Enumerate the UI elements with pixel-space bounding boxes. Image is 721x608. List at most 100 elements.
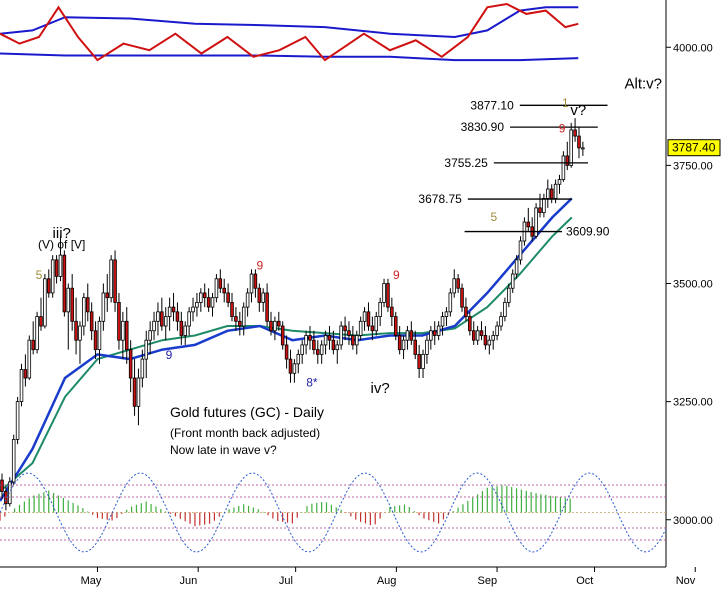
candle-body <box>171 306 176 313</box>
candle-body <box>475 330 480 341</box>
candle-body <box>390 306 394 317</box>
candle-body <box>121 320 125 341</box>
candle-body <box>273 320 277 332</box>
candle-body <box>218 278 223 289</box>
x-tick-label: May <box>81 575 102 587</box>
candle-body <box>401 339 406 351</box>
moving-average-green <box>0 216 573 493</box>
candle-body <box>66 287 71 313</box>
candle-body <box>238 320 242 327</box>
candle-body <box>561 155 566 180</box>
oscillator-line <box>0 2 579 62</box>
candle-body <box>358 320 363 336</box>
candle-body <box>183 325 187 336</box>
candle-body <box>393 316 398 336</box>
y-tick-label: 3750.00 <box>673 160 713 172</box>
candle-body <box>483 335 488 346</box>
price-level-label: 3830.90 <box>461 120 505 134</box>
candle-body <box>386 283 390 308</box>
candle-body <box>35 316 39 351</box>
momentum-panel <box>0 472 667 553</box>
candle-body <box>421 353 425 369</box>
count-label: 9 <box>559 121 566 135</box>
price-level-label: 3755.25 <box>444 156 488 170</box>
candle-body <box>97 320 102 351</box>
candle-body <box>460 287 464 308</box>
price-levels: 3877.10 3830.90 3755.25 3678.75 3609.90 <box>418 98 609 238</box>
candle-body <box>581 147 585 150</box>
candle-body <box>296 353 301 365</box>
candle-body <box>23 369 28 379</box>
candle-body <box>491 335 495 341</box>
candle-body <box>487 339 492 346</box>
candle-body <box>316 349 320 355</box>
candle-body <box>15 401 20 440</box>
candle-body <box>101 292 106 322</box>
price-level-label: 3609.90 <box>566 225 610 239</box>
candle-body <box>54 259 59 277</box>
candle-body <box>464 306 468 317</box>
x-tick-label: Aug <box>377 575 397 587</box>
candle-body <box>432 330 437 336</box>
chart-subtitle-2: Now late in wave v? <box>170 443 277 457</box>
candle-body <box>304 335 308 346</box>
candle-body <box>89 311 94 332</box>
candle-body <box>179 320 184 336</box>
candle-body <box>74 320 78 341</box>
candle-body <box>429 330 433 341</box>
candle-body <box>257 287 262 303</box>
candle-body <box>93 330 98 351</box>
candle-body <box>518 240 523 261</box>
candle-body <box>503 301 507 317</box>
candle-body <box>195 301 199 308</box>
candle-body <box>573 129 577 137</box>
candle-body <box>230 301 234 317</box>
candle-body <box>265 292 269 322</box>
count-label: 5 <box>36 268 43 282</box>
candle-body <box>417 353 421 369</box>
candle-body <box>43 278 47 327</box>
candles <box>0 118 585 511</box>
candle-body <box>284 344 289 360</box>
candle-body <box>546 188 550 199</box>
price-level-label: 3877.10 <box>470 98 514 112</box>
x-tick-label: Jul <box>279 575 293 587</box>
wave-label: (V) of [V] <box>38 238 85 252</box>
candle-body <box>577 135 581 149</box>
candle-body <box>370 325 375 332</box>
candle-body <box>347 330 351 336</box>
candle-body <box>206 297 211 308</box>
candle-body <box>355 335 359 346</box>
candle-body <box>553 183 558 199</box>
x-tick-label: Jun <box>180 575 198 587</box>
candle-body <box>210 297 215 308</box>
candle-body <box>62 254 67 313</box>
y-tick-label: 4000.00 <box>673 42 713 54</box>
candle-body <box>163 316 168 327</box>
candle-body <box>339 325 343 346</box>
count-label: 1 <box>562 96 569 110</box>
candle-body <box>327 335 332 341</box>
wave-label: iv? <box>371 380 390 397</box>
candle-body <box>82 297 86 327</box>
candle-body <box>39 316 43 327</box>
candle-body <box>495 325 499 336</box>
candle-body <box>319 344 324 355</box>
candle-body <box>245 292 250 308</box>
x-tick-label: Oct <box>576 575 593 587</box>
candle-body <box>175 311 180 322</box>
candle-body <box>156 311 160 322</box>
candle-body <box>557 179 562 185</box>
candle-body <box>261 292 265 303</box>
candle-body <box>31 339 35 351</box>
candle-body <box>526 221 531 228</box>
candle-body <box>507 287 511 303</box>
candle-body <box>152 320 156 332</box>
count-label: 9 <box>393 268 400 282</box>
candle-body <box>499 316 503 327</box>
candle-body <box>510 273 515 289</box>
candle-body <box>128 349 133 379</box>
chart-title: Gold futures (GC) - Daily <box>170 404 324 420</box>
current-price-box <box>667 139 721 157</box>
